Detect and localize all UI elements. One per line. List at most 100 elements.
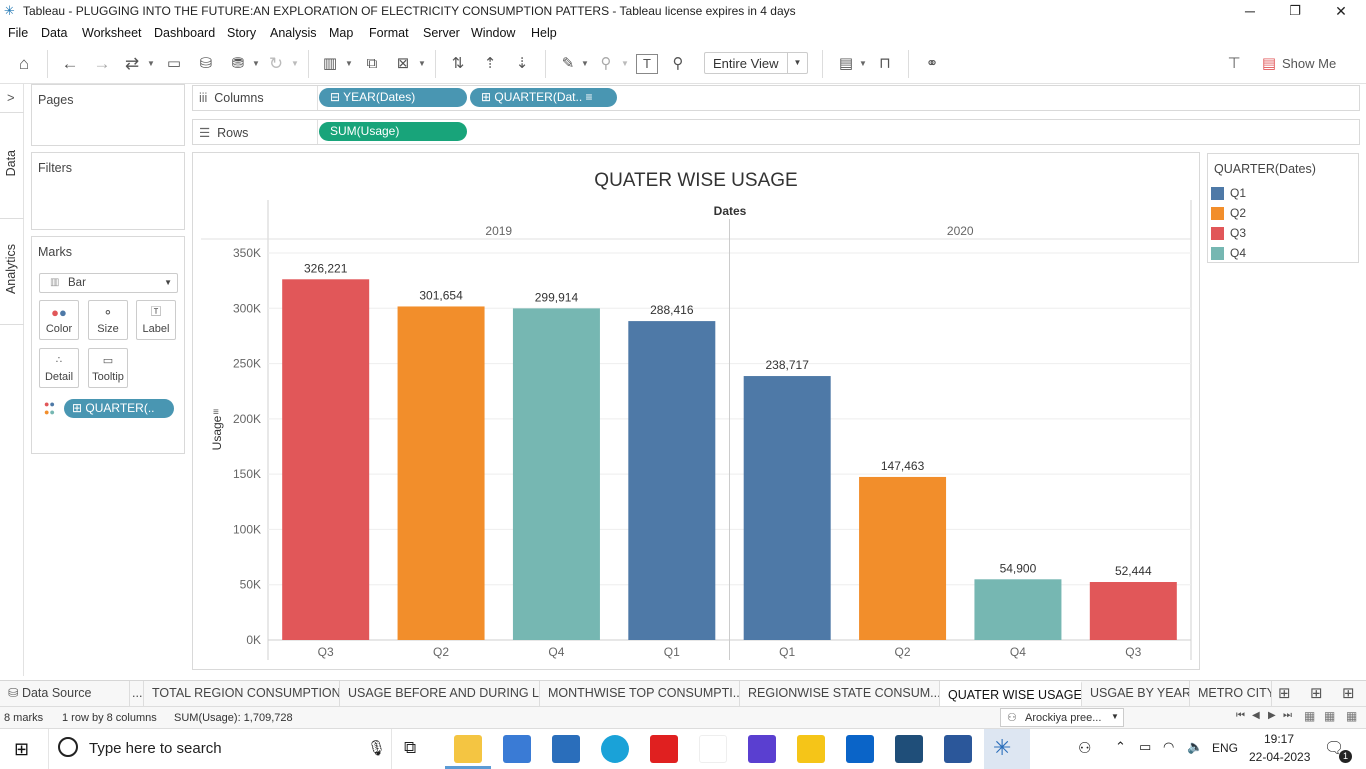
new-datasource-icon[interactable]: ⛁ xyxy=(199,55,213,72)
menu-window[interactable]: Window xyxy=(471,26,516,40)
tab-sheet[interactable]: MONTHWISE TOP CONSUMPTI... xyxy=(540,681,740,706)
new-story-icon[interactable]: ⊞ xyxy=(1342,685,1355,702)
save-icon[interactable]: ▭ xyxy=(166,55,182,72)
file-explorer-icon[interactable] xyxy=(454,735,482,763)
restore-button[interactable]: ❐ xyxy=(1289,3,1301,18)
copilot-icon[interactable] xyxy=(748,735,776,763)
menu-worksheet[interactable]: Worksheet xyxy=(82,26,142,40)
tab-sheet[interactable]: TOTAL REGION CONSUMPTION xyxy=(144,681,340,706)
tableau-alt-icon[interactable] xyxy=(895,735,923,763)
tableau-app-icon[interactable]: ✳ xyxy=(993,735,1012,760)
filters-card[interactable]: Filters xyxy=(31,152,185,230)
columns-pill-quarter[interactable]: ⊞ QUARTER(Dat.. ≡ xyxy=(470,88,617,107)
presentation-mode-icon[interactable]: ⊓ xyxy=(879,55,891,72)
menu-story[interactable]: Story xyxy=(227,26,257,40)
columns-pill-year[interactable]: ⊟ YEAR(Dates) xyxy=(319,88,467,107)
highlight-icon[interactable]: ✎ xyxy=(561,55,575,72)
swap-rows-columns-icon[interactable]: ⇅ xyxy=(451,55,465,72)
fix-axes-icon[interactable]: ⚲ xyxy=(672,55,684,72)
duplicate-sheet-icon[interactable]: ⧉ xyxy=(366,55,378,72)
menu-map[interactable]: Map xyxy=(329,26,354,40)
detail-button[interactable]: ∴ Detail xyxy=(39,348,79,388)
new-worksheet-icon[interactable]: ⊞ xyxy=(1278,685,1291,702)
mail-icon[interactable] xyxy=(552,735,580,763)
tab-sheet-active[interactable]: QUATER WISE USAGE xyxy=(940,681,1082,706)
label-button[interactable]: 🅃 Label xyxy=(136,300,176,340)
chevron-down-icon[interactable]: ▼ xyxy=(291,59,299,68)
show-mark-labels-icon[interactable]: T xyxy=(636,54,658,74)
new-dashboard-icon[interactable]: ⊞ xyxy=(1310,685,1323,702)
tab-overflow[interactable]: ... xyxy=(130,681,144,706)
fit-view-select[interactable]: Entire View ▼ xyxy=(704,52,808,74)
outlook-icon[interactable] xyxy=(846,735,874,763)
format-painter-icon[interactable]: ⊤ xyxy=(1227,55,1241,72)
amazon-icon[interactable] xyxy=(699,735,727,763)
menu-file[interactable]: File xyxy=(8,26,29,40)
tab-sheet[interactable]: USGAE BY YEAR xyxy=(1082,681,1190,706)
tab-sheet[interactable]: REGIONWISE STATE CONSUM... xyxy=(740,681,940,706)
tab-data[interactable]: Data xyxy=(4,150,18,177)
sheet-sorter-icon[interactable]: ▦ xyxy=(1324,709,1336,723)
tab-analytics[interactable]: Analytics xyxy=(4,244,18,295)
show-cards-icon[interactable]: ▤ xyxy=(838,55,854,72)
minimize-button[interactable]: ─ xyxy=(1245,3,1255,19)
expand-pane-icon[interactable]: > xyxy=(7,90,15,105)
redo-icon[interactable]: → xyxy=(93,54,111,73)
people-icon[interactable]: ⚇ xyxy=(1078,740,1092,757)
bar-chart[interactable]: QUATER WISE USAGE Dates 0K 50K 100K 150K 200K 2… xyxy=(193,153,1199,669)
tabs-icon[interactable]: ▦ xyxy=(1346,709,1358,723)
columns-shelf[interactable]: iii Columns ⊟ YEAR(Dates) ⊞ QUARTER(Dat.… xyxy=(192,85,1360,111)
menu-format[interactable]: Format xyxy=(369,26,409,40)
close-button[interactable]: ✕ xyxy=(1335,3,1347,19)
marks-quarter-pill[interactable]: ⊞ QUARTER(.. xyxy=(64,399,174,418)
wifi-icon[interactable]: ◠ xyxy=(1163,739,1175,754)
show-me-icon[interactable]: ▤ xyxy=(1261,55,1277,72)
rows-shelf[interactable]: ☰ Rows SUM(Usage) xyxy=(192,119,1360,145)
undo-icon[interactable]: ← xyxy=(61,54,79,73)
chevron-down-icon[interactable]: ▼ xyxy=(252,59,260,68)
new-worksheet-icon[interactable]: ▥ xyxy=(322,55,338,72)
chevron-down-icon[interactable]: ▼ xyxy=(787,53,807,73)
menu-dashboard[interactable]: Dashboard xyxy=(154,26,216,40)
menu-help[interactable]: Help xyxy=(531,26,557,40)
clock-date[interactable]: 22-04-2023 xyxy=(1249,750,1311,764)
chevron-up-icon[interactable]: ⌃ xyxy=(1115,739,1126,754)
chevron-down-icon[interactable]: ▼ xyxy=(581,59,589,68)
language-indicator[interactable]: ENG xyxy=(1212,741,1239,755)
refresh-icon[interactable]: ↻ xyxy=(268,54,284,73)
group-members-icon[interactable]: ⚲ xyxy=(600,55,612,72)
size-button[interactable]: ⚬ Size xyxy=(88,300,128,340)
pause-updates-icon[interactable]: ⛃ xyxy=(231,55,245,72)
word-icon[interactable] xyxy=(944,735,972,763)
clear-sheet-icon[interactable]: ⊠ xyxy=(396,55,410,72)
sort-ascending-icon[interactable]: ⇡ xyxy=(483,55,497,72)
chevron-down-icon[interactable]: ▼ xyxy=(345,59,353,68)
viz-area[interactable]: QUATER WISE USAGE Dates 0K 50K 100K 150K 200K 2… xyxy=(192,152,1200,670)
mark-type-select[interactable]: ▥ Bar ▼ xyxy=(39,273,178,293)
home-icon[interactable]: ⌂ xyxy=(18,54,30,73)
windows-start-icon[interactable]: ⊞ xyxy=(14,739,30,759)
tab-sheet[interactable]: METRO CITY xyxy=(1190,681,1272,706)
color-button[interactable]: ●● Color xyxy=(39,300,79,340)
edge-icon[interactable] xyxy=(601,735,629,763)
menu-data[interactable]: Data xyxy=(41,26,68,40)
task-view-icon[interactable]: ⧉ xyxy=(404,738,417,757)
chevron-down-icon[interactable]: ▼ xyxy=(147,59,155,68)
show-me-button[interactable]: Show Me xyxy=(1282,56,1337,71)
prev-sheet-icon[interactable]: ◀ xyxy=(1252,710,1260,721)
menu-server[interactable]: Server xyxy=(423,26,460,40)
user-select[interactable]: ⚇ Arockiya pree... ▼ xyxy=(1000,708,1124,727)
swap-icon[interactable]: ⇄ xyxy=(124,54,140,73)
battery-icon[interactable]: ▭ xyxy=(1139,739,1152,754)
chevron-down-icon[interactable]: ▼ xyxy=(418,59,426,68)
tab-sheet[interactable]: USAGE BEFORE AND DURING L... xyxy=(340,681,540,706)
rows-pill-sum-usage[interactable]: SUM(Usage) xyxy=(319,122,467,141)
tab-data-source[interactable]: ⛁ Data Source xyxy=(0,681,130,706)
clock-time[interactable]: 19:17 xyxy=(1264,732,1295,746)
color-legend[interactable]: QUARTER(Dates) Q1 Q2 Q3 Q4 xyxy=(1207,153,1359,263)
last-sheet-icon[interactable]: ⏭ xyxy=(1283,710,1292,721)
store-icon[interactable] xyxy=(503,735,531,763)
youtube-icon[interactable] xyxy=(650,735,678,763)
filmstrip-icon[interactable]: ▦ xyxy=(1304,709,1316,723)
volume-icon[interactable]: 🔈 xyxy=(1187,739,1204,754)
